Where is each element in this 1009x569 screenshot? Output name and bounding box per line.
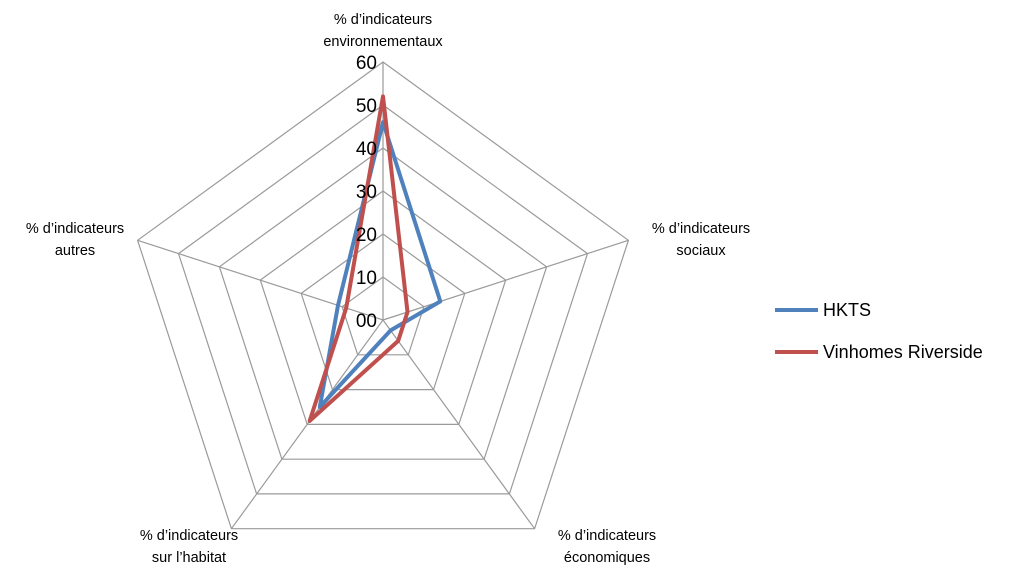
grid-layer <box>136 61 630 530</box>
tick-label: 00 <box>356 311 377 332</box>
axis-spoke <box>230 319 384 530</box>
axis-label: environnementaux <box>323 34 443 50</box>
axis-spoke <box>382 239 629 321</box>
axis-spoke <box>137 239 384 321</box>
axis-label: % d’indicateurs <box>652 221 750 237</box>
axis-label: sur l’habitat <box>152 550 226 566</box>
tick-label: 20 <box>356 225 377 246</box>
series-layer <box>307 94 443 423</box>
grid-ring <box>218 147 548 460</box>
tick-label: 40 <box>356 139 377 160</box>
series-line <box>317 120 443 409</box>
tick-label: 30 <box>356 182 377 203</box>
grid-ring <box>259 190 507 425</box>
grid-ring <box>300 233 466 391</box>
tick-layer: 00 10 20 30 40 50 60 <box>356 53 377 332</box>
axis-label: économiques <box>564 550 650 566</box>
axis-label: sociaux <box>676 243 726 259</box>
series-line <box>307 94 410 423</box>
axis-label: % d’indicateurs <box>334 12 432 28</box>
legend-label: HKTS <box>823 300 871 320</box>
tick-label: 50 <box>356 96 377 117</box>
axis-label: % d’indicateurs <box>558 528 656 544</box>
tick-label: 60 <box>356 53 377 74</box>
legend-label: Vinhomes Riverside <box>823 342 983 362</box>
grid-ring <box>136 61 630 530</box>
axis-label: autres <box>55 243 95 259</box>
legend: HKTS Vinhomes Riverside <box>775 300 983 362</box>
tick-label: 10 <box>356 268 377 289</box>
grid-ring <box>177 104 589 495</box>
axis-label-layer: % d’indicateurs environnementaux % d’indic… <box>26 12 750 566</box>
axis-label: % d’indicateurs <box>140 528 238 544</box>
axis-label: % d’indicateurs <box>26 221 124 237</box>
axis-spoke <box>382 319 536 530</box>
